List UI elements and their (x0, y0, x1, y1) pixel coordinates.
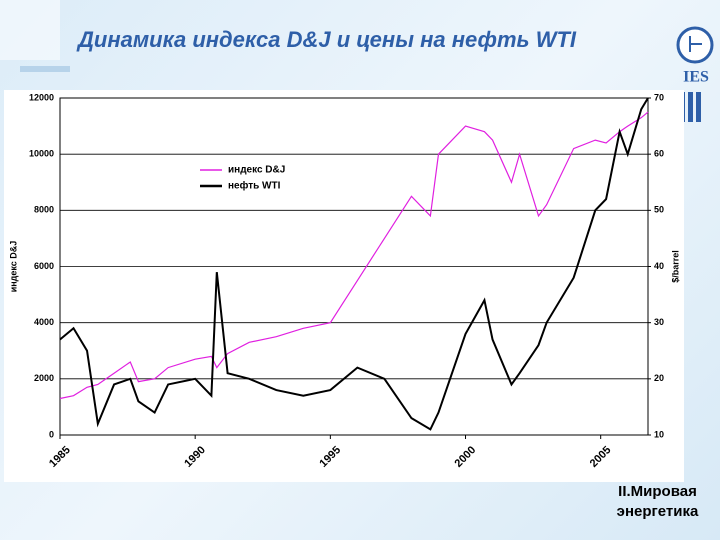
corner-deco (0, 0, 60, 60)
y2-tick-label: 10 (654, 429, 664, 439)
y2-tick-label: 50 (654, 205, 664, 215)
legend-label: нефть WTI (228, 180, 281, 192)
y-tick-label: 2000 (34, 373, 54, 383)
y2-tick-label: 20 (654, 373, 664, 383)
y-axis-label: индекс D&J (8, 241, 18, 293)
legend-label: индекс D&J (228, 165, 285, 176)
series-line (59, 97, 649, 431)
y-tick-label: 8000 (34, 205, 54, 215)
deco-bar (20, 66, 70, 72)
chart-panel (4, 90, 684, 482)
y-tick-label: 12000 (29, 92, 54, 102)
y-tick-label: 10000 (29, 149, 54, 159)
footer: II.Мировая энергетика (616, 483, 699, 520)
svg-text:IES: IES (683, 69, 709, 86)
y-tick-label: 6000 (34, 261, 54, 271)
plot-frame (59, 97, 649, 436)
y2-tick-label: 60 (654, 149, 664, 159)
y2-tick-label: 30 (654, 317, 664, 327)
y2-tick-label: 70 (654, 92, 664, 102)
series-line (59, 111, 649, 400)
y2-tick-label: 40 (654, 261, 664, 271)
logo: IES (676, 26, 714, 122)
y-tick-label: 0 (49, 429, 54, 439)
y2-axis-label: $/barrel (670, 250, 680, 283)
y-tick-label: 4000 (34, 317, 54, 327)
slide-title: Динамика индекса D&J и цены на нефть WTI (78, 27, 577, 52)
